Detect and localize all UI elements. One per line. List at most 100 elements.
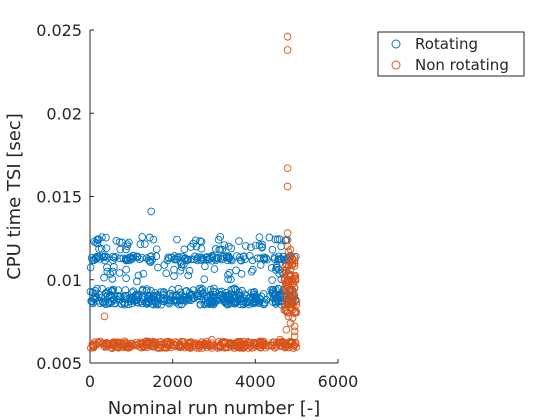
data-point-rotating — [121, 286, 130, 294]
data-point-rotating — [147, 207, 156, 216]
data-point-non-rotating — [141, 338, 150, 347]
data-point-rotating — [209, 287, 217, 296]
data-point-rotating — [194, 253, 203, 262]
data-point-rotating — [115, 269, 124, 277]
data-point-rotating — [248, 256, 257, 265]
y-tick-label: 0.015 — [36, 188, 82, 207]
data-point-rotating — [224, 242, 233, 251]
data-point-rotating — [250, 288, 259, 296]
data-point-non-rotating — [208, 335, 216, 344]
data-point-rotating — [125, 238, 133, 247]
data-point-rotating — [123, 240, 132, 249]
data-point-rotating — [142, 298, 150, 307]
data-point-non-rotating — [283, 164, 292, 173]
data-point-rotating — [247, 288, 256, 297]
data-point-rotating — [98, 233, 106, 242]
data-point-rotating — [200, 275, 209, 284]
data-point-non-rotating — [287, 339, 296, 347]
data-point-rotating — [152, 297, 161, 306]
y-tick-label: 0.025 — [36, 21, 82, 40]
data-point-rotating — [156, 288, 165, 296]
data-point-rotating — [98, 285, 106, 293]
legend-entry-rotating: Rotating — [415, 35, 478, 53]
data-point-rotating — [196, 287, 205, 295]
data-point-rotating — [248, 265, 257, 274]
data-point-rotating — [103, 263, 111, 272]
data-point-non-rotating — [276, 335, 284, 344]
data-point-rotating — [99, 298, 107, 307]
data-point-rotating — [128, 288, 137, 297]
data-point-rotating — [116, 292, 125, 301]
data-point-non-rotating — [163, 340, 172, 349]
data-point-rotating — [272, 263, 281, 272]
data-point-rotating — [168, 291, 177, 300]
data-point-rotating — [237, 269, 246, 278]
data-point-rotating — [206, 285, 215, 294]
data-point-rotating — [235, 237, 243, 245]
data-point-rotating — [267, 263, 276, 272]
data-point-rotating — [268, 276, 276, 284]
data-point-rotating — [253, 254, 262, 263]
data-point-rotating — [97, 293, 105, 302]
legend-marker-rotating — [391, 39, 401, 49]
data-point-rotating — [116, 245, 125, 254]
data-point-rotating — [191, 236, 200, 245]
data-point-rotating — [277, 242, 286, 251]
data-point-rotating — [154, 299, 162, 308]
data-point-non-rotating — [217, 338, 226, 347]
legend-entry-non-rotating: Non rotating — [415, 56, 509, 74]
data-point-non-rotating — [291, 271, 300, 280]
data-point-non-rotating — [282, 325, 291, 334]
data-point-rotating — [193, 254, 202, 263]
y-axis-label: CPU time TSI [sec] — [4, 113, 25, 280]
data-point-rotating — [176, 288, 185, 297]
data-point-rotating — [232, 266, 240, 275]
data-point-rotating — [182, 286, 191, 295]
data-point-rotating — [145, 233, 154, 242]
data-point-rotating — [243, 297, 252, 306]
data-point-rotating — [227, 244, 236, 253]
data-point-rotating — [247, 243, 255, 252]
data-point-rotating — [251, 241, 260, 250]
data-point-rotating — [138, 286, 147, 295]
data-point-rotating — [209, 296, 218, 305]
data-point-rotating — [177, 263, 186, 271]
data-point-non-rotating — [281, 266, 290, 275]
data-point-rotating — [154, 263, 162, 272]
data-point-non-rotating — [148, 340, 157, 349]
data-point-rotating — [181, 287, 190, 296]
data-point-non-rotating — [288, 260, 297, 269]
data-point-non-rotating — [102, 339, 111, 348]
data-point-rotating — [196, 237, 205, 245]
data-point-non-rotating — [290, 284, 299, 292]
data-point-non-rotating — [133, 340, 142, 349]
data-point-rotating — [190, 255, 198, 264]
data-point-rotating — [86, 263, 95, 272]
data-point-rotating — [143, 285, 151, 293]
data-point-rotating — [135, 255, 144, 264]
data-point-rotating — [93, 252, 101, 261]
data-point-non-rotating — [189, 341, 198, 350]
data-point-non-rotating — [239, 342, 248, 351]
data-point-rotating — [106, 270, 115, 278]
data-point-rotating — [241, 242, 250, 250]
data-point-non-rotating — [286, 265, 295, 274]
data-point-rotating — [217, 287, 226, 296]
data-point-rotating — [123, 254, 132, 263]
data-point-rotating — [192, 242, 201, 251]
x-ticks: 0 2000 4000 6000 — [85, 359, 358, 391]
data-point-rotating — [107, 287, 116, 296]
data-point-rotating — [180, 245, 189, 254]
data-point-rotating — [197, 237, 206, 246]
data-point-rotating — [212, 256, 220, 265]
data-point-non-rotating — [286, 295, 295, 304]
data-point-rotating — [187, 243, 195, 251]
data-point-rotating — [258, 240, 266, 249]
data-point-non-rotating — [149, 342, 158, 351]
y-ticks: 0.005 0.01 0.015 0.02 0.025 — [36, 21, 94, 373]
data-point-rotating — [109, 263, 118, 271]
data-point-rotating — [235, 253, 244, 262]
data-point-rotating — [119, 254, 128, 263]
data-point-non-rotating — [289, 289, 298, 298]
